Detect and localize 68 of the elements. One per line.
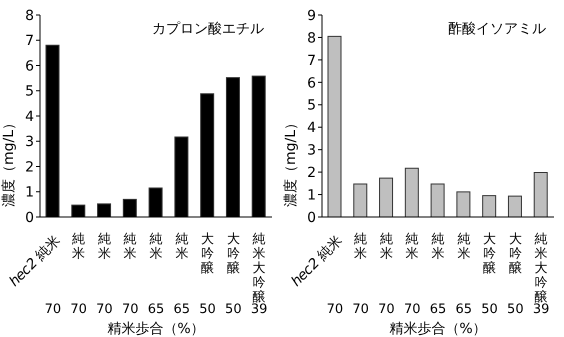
text: 大吟醸: [508, 232, 522, 276]
text: 純米: [354, 232, 368, 262]
x-tick-label: 70: [378, 302, 395, 317]
x-tick-label: 65: [456, 302, 472, 317]
y-tick-label: 5: [307, 98, 316, 114]
y-tick-label: 2: [307, 165, 316, 182]
bar: [328, 36, 342, 217]
chart-title: 酢酸イソアミル: [448, 20, 546, 38]
x-tick-label: 70: [122, 302, 138, 317]
x-tick-label: 50: [507, 302, 524, 317]
y-tick-label: 4: [25, 108, 34, 125]
x-tick-label: 50: [225, 302, 242, 317]
text: 純米: [380, 232, 393, 262]
text: 大吟醸: [226, 232, 240, 276]
bar: [508, 196, 522, 217]
x-axis-title: 精米歩合（%）: [107, 321, 205, 337]
chart-title: カプロン酸エチル: [152, 20, 264, 38]
y-tick-label: 8: [307, 30, 316, 46]
y-tick-label: 1: [25, 184, 34, 201]
y-axis-title: 濃度（mg/L）: [282, 116, 299, 208]
text: 純米: [72, 232, 86, 262]
y-tick-label: 7: [307, 52, 316, 69]
text: 純米: [175, 232, 188, 262]
bar: [456, 191, 470, 217]
x-tick-label: 50: [199, 302, 216, 317]
x-tick-label: 65: [174, 302, 190, 317]
x-tick-label: 70: [44, 302, 62, 317]
y-tick-label: 0: [25, 210, 34, 226]
x-tick-label: 70: [96, 302, 113, 317]
y-axis-title: 濃度（mg/L）: [0, 116, 17, 208]
text: 純米: [406, 232, 419, 262]
text: 純米: [98, 232, 111, 262]
x-axis-title: 精米歩合（%）: [389, 321, 487, 337]
x-tick-label: 70: [352, 302, 369, 317]
text: hec2 純米: [6, 232, 64, 290]
x-tick-label: 70: [404, 302, 420, 317]
x-tick-label: 65: [430, 302, 446, 317]
text: 純米: [124, 232, 137, 262]
y-tick-label: 6: [307, 75, 316, 92]
x-tick-label: 50: [481, 302, 498, 317]
bar: [404, 168, 419, 217]
bar: [430, 184, 445, 217]
x-tick-label: 39: [250, 302, 268, 317]
y-tick-label: 5: [25, 84, 34, 100]
y-tick-label: 4: [307, 120, 316, 136]
text: 大吟醸: [201, 232, 214, 276]
bar: [534, 172, 548, 217]
y-tick-label: 6: [25, 58, 34, 74]
x-tick-label: 65: [148, 302, 164, 317]
text: hec2 純米: [288, 232, 346, 290]
y-tick-label: 0: [307, 210, 316, 226]
text: 純米: [457, 232, 470, 262]
y-tick-label: 3: [25, 134, 34, 150]
bar: [379, 178, 394, 217]
bar: [482, 195, 496, 217]
x-tick-label: 70: [70, 302, 87, 317]
text: 大吟醸: [483, 232, 496, 276]
bar: [353, 184, 368, 217]
x-tick-label: 70: [326, 302, 344, 317]
y-tick-label: 7: [25, 33, 34, 50]
y-tick-label: 1: [307, 188, 316, 204]
text: 純米: [432, 232, 444, 262]
x-tick-label: 39: [532, 302, 550, 317]
y-tick-label: 8: [25, 8, 34, 24]
y-tick-label: 9: [307, 8, 316, 24]
y-tick-label: 2: [25, 159, 34, 176]
text: 純米: [150, 232, 162, 262]
y-tick-label: 3: [307, 142, 316, 159]
